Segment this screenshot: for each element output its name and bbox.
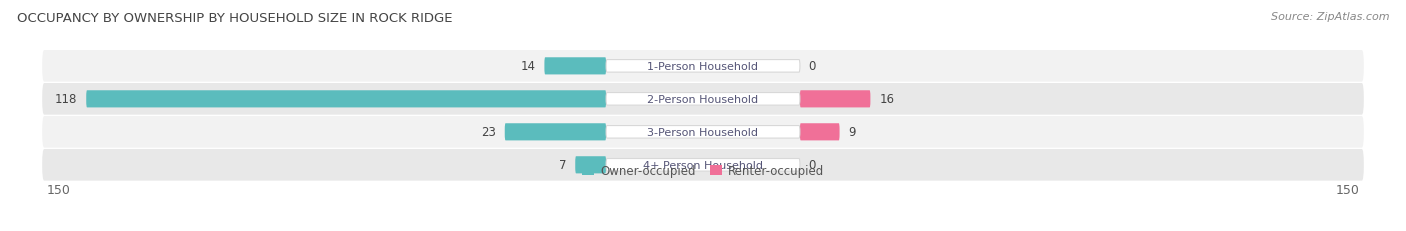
- FancyBboxPatch shape: [575, 157, 606, 174]
- FancyBboxPatch shape: [800, 124, 839, 141]
- FancyBboxPatch shape: [800, 91, 870, 108]
- Text: 118: 118: [55, 93, 77, 106]
- FancyBboxPatch shape: [42, 149, 1364, 181]
- FancyBboxPatch shape: [42, 116, 1364, 148]
- Text: 150: 150: [1336, 183, 1360, 196]
- Text: 4+ Person Household: 4+ Person Household: [643, 160, 763, 170]
- Text: 9: 9: [848, 126, 856, 139]
- Text: OCCUPANCY BY OWNERSHIP BY HOUSEHOLD SIZE IN ROCK RIDGE: OCCUPANCY BY OWNERSHIP BY HOUSEHOLD SIZE…: [17, 12, 453, 24]
- FancyBboxPatch shape: [606, 93, 800, 106]
- Text: 1-Person Household: 1-Person Household: [648, 62, 758, 72]
- Text: 23: 23: [481, 126, 496, 139]
- FancyBboxPatch shape: [42, 51, 1364, 82]
- FancyBboxPatch shape: [86, 91, 606, 108]
- Text: Source: ZipAtlas.com: Source: ZipAtlas.com: [1271, 12, 1389, 21]
- Text: 0: 0: [808, 159, 815, 172]
- Text: 0: 0: [808, 60, 815, 73]
- FancyBboxPatch shape: [606, 126, 800, 139]
- Text: 7: 7: [560, 159, 567, 172]
- Text: 150: 150: [46, 183, 70, 196]
- Text: 2-Person Household: 2-Person Household: [647, 94, 759, 104]
- Text: 16: 16: [879, 93, 894, 106]
- FancyBboxPatch shape: [42, 84, 1364, 115]
- Text: 14: 14: [520, 60, 536, 73]
- FancyBboxPatch shape: [606, 60, 800, 73]
- Legend: Owner-occupied, Renter-occupied: Owner-occupied, Renter-occupied: [578, 159, 828, 182]
- FancyBboxPatch shape: [505, 124, 606, 141]
- FancyBboxPatch shape: [606, 159, 800, 171]
- Text: 3-Person Household: 3-Person Household: [648, 127, 758, 137]
- FancyBboxPatch shape: [544, 58, 606, 75]
